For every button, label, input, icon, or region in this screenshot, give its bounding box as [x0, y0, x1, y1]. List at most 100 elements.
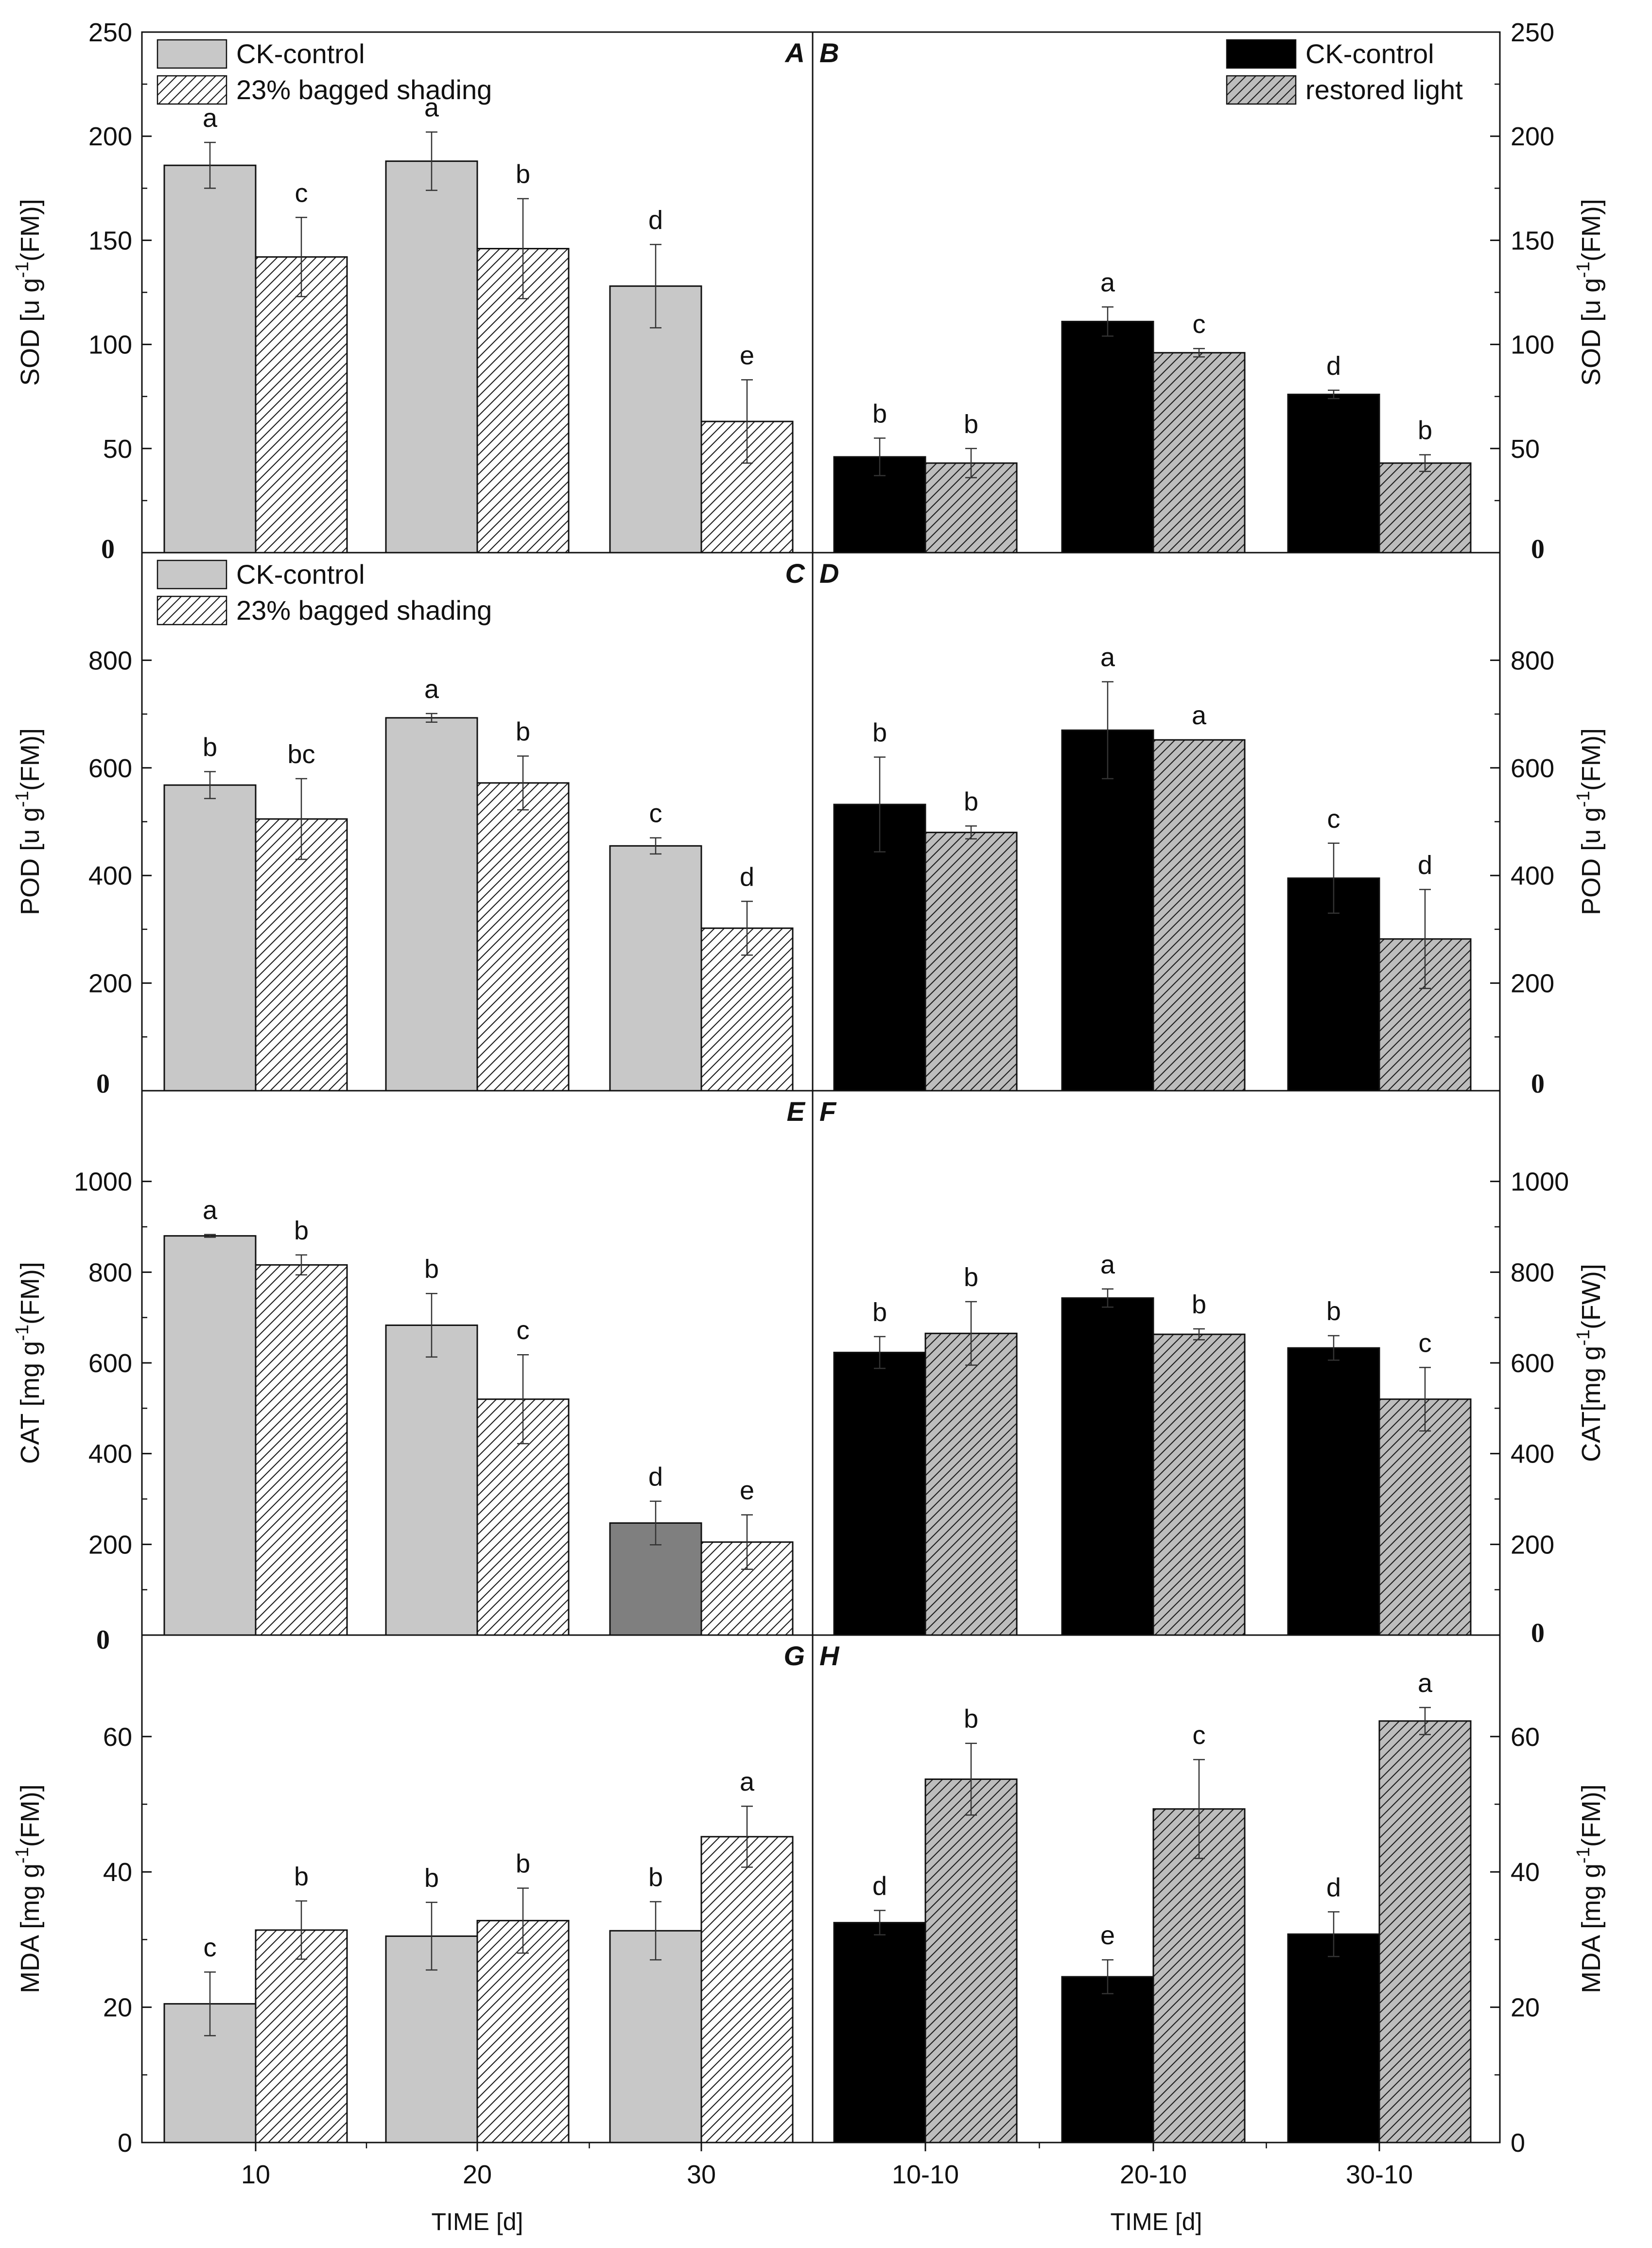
- zero-label: 0: [96, 1069, 110, 1099]
- y-axis-label-end: (FM)]: [1577, 199, 1606, 261]
- y-axis-label-end: (FM)]: [1577, 1784, 1606, 1847]
- x-tick-label: 30-10: [1346, 2160, 1413, 2189]
- x-tick-label: 10-10: [892, 2160, 959, 2189]
- panel-label: C: [785, 558, 806, 589]
- y-axis-label: MDA [mg g-1(FM)]: [1573, 1784, 1606, 1993]
- significance-letter: b: [516, 717, 530, 746]
- significance-letter: b: [964, 1263, 978, 1292]
- significance-letter: b: [964, 1705, 978, 1734]
- bar: [1378, 1720, 1472, 2143]
- y-tick-label: 20: [1511, 1993, 1540, 2022]
- bar: [1152, 1333, 1246, 1636]
- y-tick-label: 800: [88, 646, 132, 675]
- y-axis-label: POD [u g-1(FM)]: [1573, 728, 1606, 915]
- significance-letter: b: [872, 718, 887, 748]
- bar: [609, 845, 702, 1092]
- significance-letter: b: [872, 399, 887, 428]
- y-tick-label: 50: [1511, 435, 1540, 464]
- significance-letter: d: [1326, 1873, 1341, 1902]
- y-tick-label: 800: [1511, 646, 1554, 675]
- y-axis-label-end: (FM)]: [16, 199, 45, 261]
- legend-label: restored light: [1305, 74, 1463, 105]
- panel-label: H: [819, 1640, 840, 1671]
- y-axis-label-end: (FM)]: [16, 1262, 45, 1324]
- y-tick-label: 200: [1511, 969, 1554, 998]
- significance-letter: a: [203, 1196, 218, 1225]
- significance-letter: c: [517, 1316, 530, 1345]
- bar: [385, 717, 478, 1092]
- y-tick-label: 600: [1511, 754, 1554, 783]
- legend-label: CK-control: [236, 38, 365, 69]
- y-axis-label-main: POD [u g: [1577, 807, 1606, 915]
- panel-H: 0 20 40 60 MDA [mg g-1(FM)] d e d b c a H 10-10 20-10…: [812, 1634, 1606, 2235]
- legend-label: CK-control: [236, 559, 365, 590]
- legend-swatch: [157, 559, 227, 590]
- x-tick-label: 20: [463, 2160, 492, 2189]
- y-axis-label: SOD [u g-1(FM)]: [1573, 199, 1606, 386]
- bar: [163, 1235, 257, 1636]
- bar: [385, 1324, 478, 1636]
- bar: [476, 1919, 570, 2143]
- significance-letter: c: [1193, 310, 1206, 339]
- legend-label: 23% bagged shading: [236, 595, 492, 626]
- bar: [1287, 1347, 1380, 1636]
- bar: [1152, 1808, 1246, 2143]
- panel-label: D: [819, 558, 839, 589]
- bar: [255, 256, 348, 554]
- bar: [1061, 1297, 1154, 1636]
- significance-letter: e: [1100, 1921, 1115, 1950]
- significance-letter: d: [1418, 851, 1432, 880]
- y-axis-label: SOD [u g-1(FM)]: [12, 199, 45, 386]
- significance-letter: d: [1326, 351, 1341, 381]
- bar: [255, 1929, 348, 2143]
- significance-letter: c: [1193, 1721, 1206, 1750]
- y-axis-label: CAT [mg g-1(FM)]: [12, 1262, 45, 1464]
- zero-label: 0: [101, 534, 115, 564]
- bar: [924, 1332, 1018, 1636]
- zero-label: 0: [1531, 1618, 1545, 1648]
- y-axis-label: MDA [mg g-1(FM)]: [12, 1784, 45, 1993]
- y-tick-label: 800: [1511, 1258, 1554, 1287]
- bar: [255, 818, 348, 1092]
- legend-swatch: [1226, 39, 1297, 69]
- bar: [1152, 739, 1246, 1092]
- x-tick-label: 30: [687, 2160, 716, 2189]
- significance-letter: b: [1326, 1297, 1341, 1326]
- y-axis-label-superscript: -1: [1573, 261, 1594, 278]
- y-axis-label-main: POD [u g: [16, 807, 45, 915]
- y-tick-label: 20: [103, 1993, 132, 2022]
- y-axis-label-end: (FM)]: [16, 728, 45, 791]
- significance-letter: b: [424, 1255, 439, 1284]
- y-tick-label: 100: [88, 331, 132, 360]
- y-axis-label-superscript: -1: [12, 1324, 33, 1341]
- panel-label: E: [787, 1096, 806, 1127]
- y-tick-label: 60: [1511, 1723, 1540, 1752]
- bar: [163, 784, 257, 1092]
- y-tick-label: 150: [1511, 226, 1554, 255]
- significance-letter: b: [648, 1863, 663, 1892]
- bar: [255, 1264, 348, 1636]
- significance-letter: c: [295, 178, 308, 208]
- y-tick-label: 200: [1511, 1530, 1554, 1559]
- panel-label: G: [783, 1640, 805, 1671]
- x-axis-title: TIME [d]: [432, 2208, 523, 2235]
- significance-letter: a: [203, 104, 218, 133]
- y-tick-label: 600: [88, 754, 132, 783]
- y-axis-label-superscript: -1: [1573, 1329, 1594, 1346]
- significance-letter: b: [1418, 416, 1432, 445]
- significance-letter: a: [1192, 701, 1207, 730]
- bar: [1152, 352, 1246, 554]
- y-tick-label: 40: [1511, 1858, 1540, 1887]
- legend-label: CK-control: [1305, 38, 1434, 69]
- y-tick-label: 200: [88, 122, 132, 151]
- significance-letter: a: [424, 93, 439, 122]
- y-tick-label: 600: [1511, 1349, 1554, 1378]
- bar: [1061, 1976, 1154, 2143]
- y-tick-label: 200: [88, 1530, 132, 1559]
- y-tick-label: 150: [88, 226, 132, 255]
- y-tick-label: 600: [88, 1349, 132, 1378]
- significance-letter: b: [516, 1849, 530, 1879]
- bar: [1061, 320, 1154, 554]
- y-axis-label: POD [u g-1(FM)]: [12, 728, 45, 915]
